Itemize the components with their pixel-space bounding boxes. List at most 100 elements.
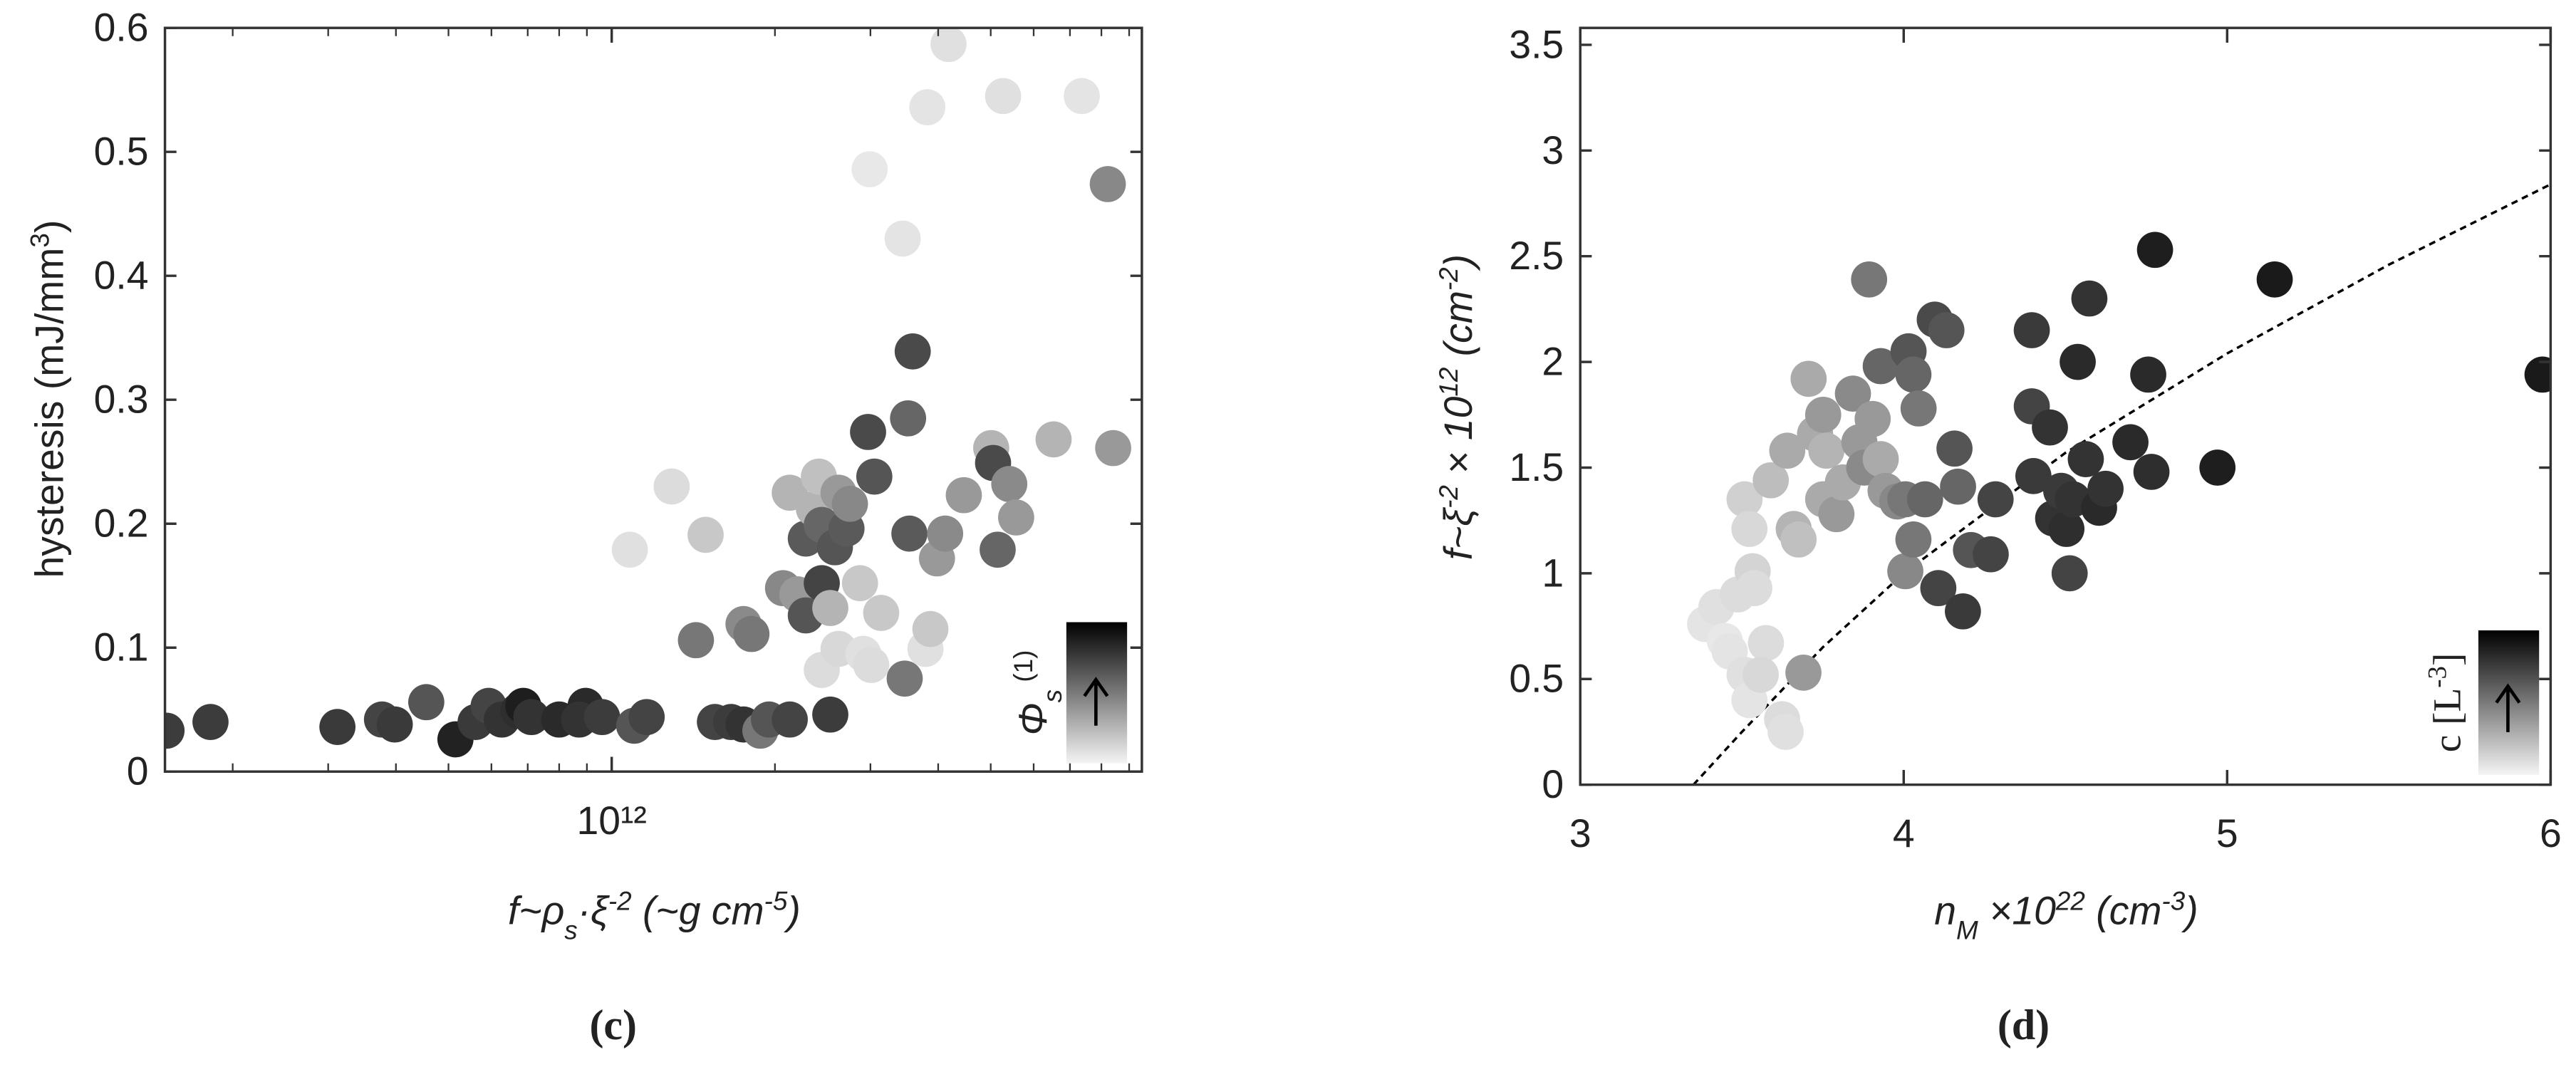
point	[1089, 166, 1126, 202]
point	[991, 466, 1028, 502]
point	[1785, 655, 1822, 691]
point	[2524, 356, 2551, 393]
point	[2032, 409, 2068, 446]
point	[2048, 511, 2085, 547]
point	[611, 531, 648, 568]
point	[2256, 261, 2293, 298]
point	[1790, 360, 1827, 397]
point	[1895, 356, 1932, 393]
point	[930, 28, 967, 63]
point	[1731, 511, 1768, 547]
axes-box	[163, 26, 1143, 773]
point	[1936, 430, 1973, 467]
point	[2130, 356, 2166, 393]
point	[1928, 312, 1965, 348]
point	[1767, 714, 1804, 750]
point	[884, 220, 921, 257]
point	[2013, 312, 2050, 348]
y-tick-label: 1.5	[1509, 445, 1564, 489]
y-tick-label: 1	[1542, 551, 1564, 595]
point	[1808, 432, 1845, 469]
point	[1743, 656, 1779, 693]
point	[812, 696, 848, 733]
point	[886, 660, 923, 697]
point	[2199, 449, 2236, 486]
point	[687, 516, 724, 553]
point	[2051, 555, 2088, 592]
x-tick-label: 10¹²	[577, 798, 647, 843]
point	[831, 486, 868, 522]
point	[850, 414, 886, 450]
point	[2067, 441, 2104, 477]
caption: (d)	[1998, 1001, 2050, 1048]
point	[1862, 441, 1899, 477]
x-tick-label: 6	[2540, 811, 2562, 855]
point	[856, 458, 893, 495]
point	[1887, 553, 1923, 590]
point	[1854, 400, 1891, 437]
y-axis-label: f~ξ-2 × 1012 (cm-2)	[1434, 254, 1481, 560]
colorbar-label: c [L-3]	[2422, 653, 2468, 753]
point	[890, 400, 927, 437]
point	[1752, 462, 1790, 499]
point	[841, 565, 878, 602]
y-tick-label: 2	[1542, 340, 1564, 384]
point	[2087, 470, 2124, 507]
point	[812, 590, 848, 626]
x-axis-label: f~ρs·ξ-2 (~g cm-5)	[508, 886, 801, 944]
y-tick-label: 0.5	[94, 130, 149, 174]
point	[1851, 261, 1888, 298]
point	[1920, 570, 1957, 607]
point	[909, 89, 946, 125]
point	[772, 701, 808, 738]
point	[853, 647, 890, 683]
point	[927, 515, 964, 552]
point	[863, 595, 900, 631]
point	[653, 468, 690, 505]
x-tick-label: 3	[1569, 811, 1591, 855]
point	[1973, 536, 2009, 573]
y-tick-label: 3	[1542, 128, 1564, 172]
point	[2112, 424, 2149, 461]
x-tick-label: 4	[1893, 811, 1915, 855]
point	[891, 515, 928, 552]
y-tick-label: 3.5	[1509, 22, 1564, 66]
point	[733, 615, 770, 652]
point	[851, 151, 888, 187]
y-tick-label: 0	[1542, 762, 1564, 806]
point	[1747, 625, 1785, 662]
point	[165, 712, 185, 749]
point	[1818, 496, 1855, 533]
point	[1780, 521, 1817, 558]
point	[985, 78, 1022, 115]
plot-area	[1687, 183, 2551, 785]
point	[2071, 280, 2108, 317]
point	[2136, 231, 2174, 269]
y-tick-label: 0.6	[94, 6, 149, 50]
point	[1977, 481, 2014, 518]
point	[1945, 593, 1981, 630]
axes-box	[1579, 26, 2552, 786]
point	[408, 684, 445, 721]
x-tick-label: 5	[2216, 811, 2238, 855]
point	[1095, 430, 1131, 467]
y-tick-label: 0.3	[94, 378, 149, 422]
plot-area	[165, 28, 1131, 758]
caption: (c)	[589, 1001, 637, 1048]
x-axis-label: nM ×1022 (cm-3)	[1934, 886, 2198, 944]
colorbar-label: Φs (1)	[1009, 650, 1067, 736]
point	[1035, 421, 1072, 458]
point	[628, 699, 665, 736]
point	[1769, 432, 1806, 469]
point	[998, 499, 1034, 536]
y-tick-label: 0.1	[94, 625, 149, 670]
y-tick-label: 0	[127, 749, 149, 793]
fit-line	[1692, 183, 2551, 785]
point	[1834, 375, 1871, 412]
point	[1736, 570, 1772, 607]
point	[945, 477, 982, 514]
point	[1900, 390, 1937, 427]
point	[1064, 78, 1100, 115]
